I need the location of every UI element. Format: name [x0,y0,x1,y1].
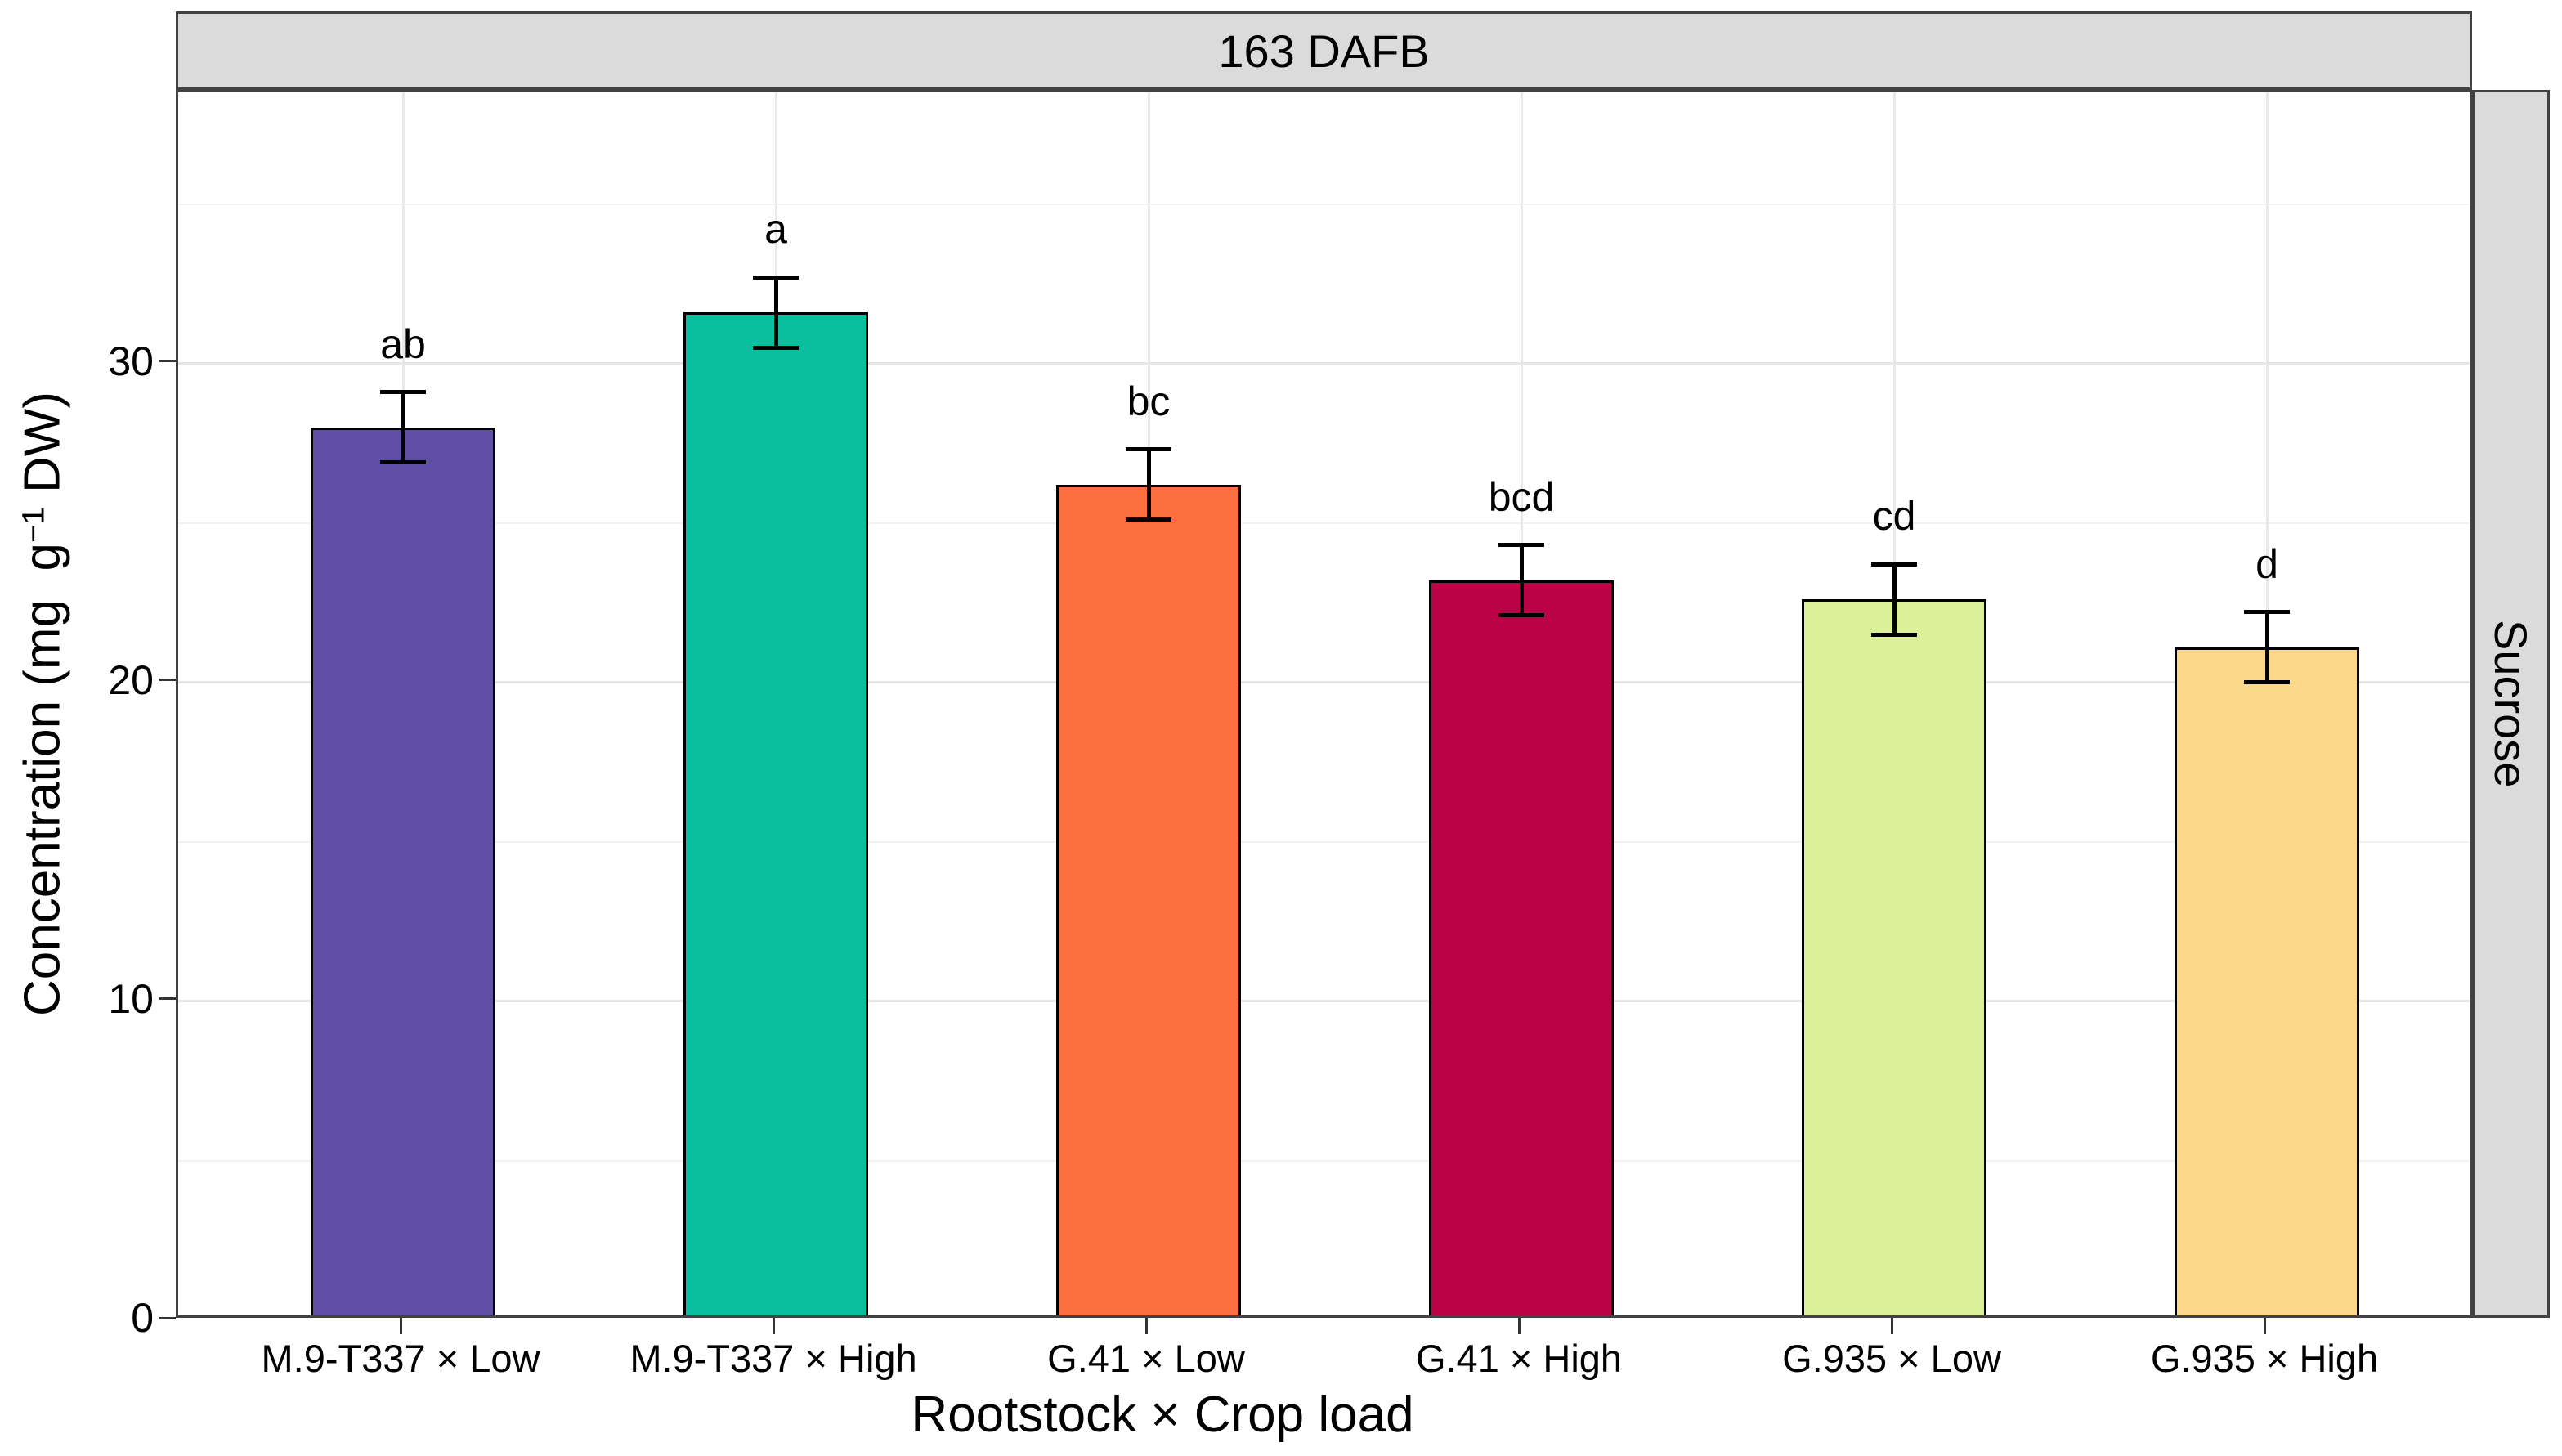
error-bar-cap-top [2244,610,2290,615]
x-axis-tick-label: G.41 × Low [1047,1337,1245,1380]
y-axis-tick [159,679,176,682]
y-axis-tick [159,997,176,1001]
x-axis-tick [1144,1318,1148,1334]
x-axis-tick [772,1318,775,1334]
major-gridline [178,362,2470,365]
error-bar-cap-top [1126,447,1171,452]
facet-strip-top-label: 163 DAFB [1218,25,1430,77]
minor-gridline [178,840,2470,843]
significance-letter: a [764,206,787,253]
error-bar-line [1892,564,1897,635]
bar [683,312,868,1315]
x-axis-tick-label: G.935 × Low [1782,1337,2001,1380]
x-axis-tick-label: G.935 × High [2150,1337,2379,1380]
x-axis-tick [2263,1318,2266,1334]
error-bar-line [1519,544,1524,616]
x-axis-tick-label: M.9-T337 × Low [261,1337,540,1380]
significance-letter: cd [1872,493,1916,540]
bar [1056,484,1241,1315]
x-axis-title: Rootstock × Crop load [0,1386,2562,1444]
x-axis-tick [1517,1318,1521,1334]
x-axis-tick-label: M.9-T337 × High [629,1337,917,1380]
x-axis-title-text: Rootstock × Crop load [911,1387,1414,1443]
y-axis-tick-label: 10 [108,975,154,1022]
bar [2175,647,2359,1315]
facet-strip-right-label: Sucrose [2485,620,2537,788]
y-axis-tick-label: 30 [108,338,154,384]
major-gridline [178,681,2470,684]
error-bar-line [401,392,405,463]
major-gridline [178,1000,2470,1003]
error-bar-cap-bottom [2244,680,2290,685]
plot-panel: ab a bc bcd cd d [176,90,2472,1318]
y-axis-title: Concentration (mg g−1 DW) [14,392,72,1016]
y-axis-tick-label: 0 [131,1295,154,1341]
y-axis-title-sup: −1 [16,507,52,544]
minor-gridline [178,1159,2470,1162]
error-bar-line [773,277,778,348]
bar [1429,580,1614,1315]
facet-strip-right: Sucrose [2472,90,2550,1318]
error-bar-cap-top [1498,543,1544,548]
error-bar-line [2264,612,2269,683]
significance-letter: bcd [1488,473,1555,520]
x-axis-tick [399,1318,402,1334]
x-axis-tick-label: G.41 × High [1415,1337,1623,1380]
minor-gridline [178,203,2470,205]
error-bar-cap-bottom [753,345,799,350]
error-bar-cap-bottom [1498,613,1544,618]
x-axis-tick [1890,1318,1893,1334]
error-bar-cap-top [753,275,799,280]
y-axis-title-post: DW) [14,392,71,508]
y-axis-tick-label: 20 [108,656,154,703]
error-bar-cap-top [380,390,426,395]
y-axis-tick [159,360,176,363]
error-bar-line [1146,449,1151,520]
significance-letter: d [2255,540,2278,587]
bar [311,427,495,1315]
minor-gridline [178,522,2470,524]
y-axis-title-pre: Concentration (mg g [14,543,71,1016]
facet-strip-top: 163 DAFB [176,11,2472,90]
y-axis-tick [159,1316,176,1319]
error-bar-cap-bottom [1871,632,1917,637]
significance-letter: bc [1126,378,1171,424]
bar [1802,599,1986,1315]
error-bar-cap-bottom [1126,517,1171,522]
error-bar-cap-top [1871,562,1917,567]
error-bar-cap-bottom [380,460,426,465]
significance-letter: ab [380,320,426,367]
